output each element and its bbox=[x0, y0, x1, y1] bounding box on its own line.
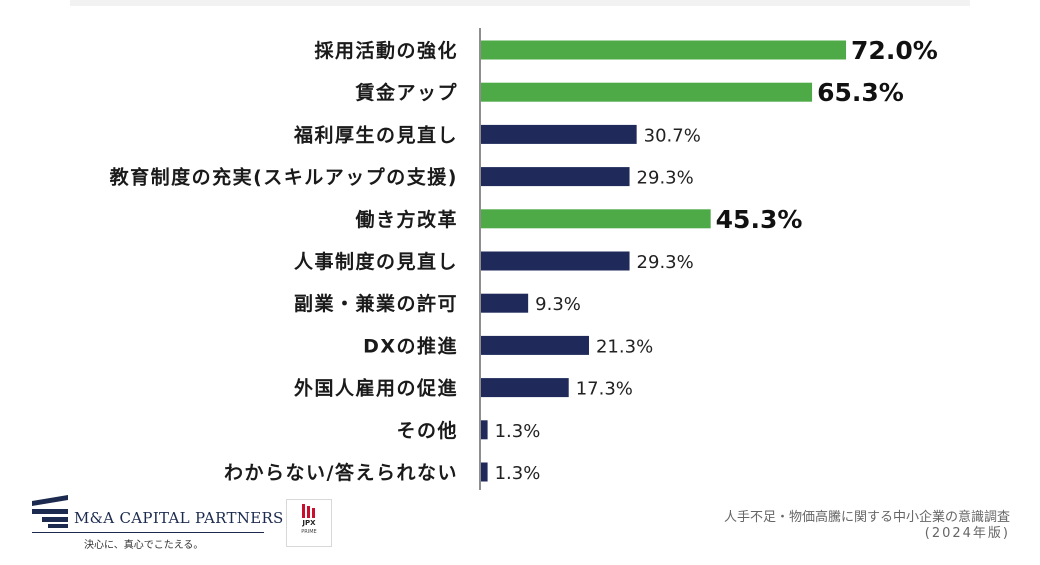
logo-name: M&A CAPITAL PARTNERS bbox=[74, 509, 284, 527]
logo-mark-icon bbox=[32, 495, 68, 528]
category-label: 賃金アップ bbox=[354, 81, 458, 104]
bar-chart: 採用活動の強化 72.0% 賃金アップ 65.3% 福利厚生の見直し 30.7% 教育制度の… bbox=[110, 28, 938, 490]
category-label: 外国人雇用の促進 bbox=[294, 377, 458, 400]
bar bbox=[481, 293, 529, 313]
category-label: 働き方改革 bbox=[354, 208, 458, 231]
category-label: 福利厚生の見直し bbox=[293, 123, 458, 146]
value-label: 29.3% bbox=[637, 168, 694, 189]
bar bbox=[481, 462, 488, 482]
value-label: 30.7% bbox=[644, 125, 701, 146]
value-label: 72.0% bbox=[851, 36, 938, 65]
company-logo: M&A CAPITAL PARTNERS 決心に、真心でこたえる。 bbox=[32, 493, 283, 553]
logo-tagline: 決心に、真心でこたえる。 bbox=[84, 540, 204, 551]
bar bbox=[481, 82, 813, 102]
source-year: (2024年版) bbox=[924, 526, 1010, 541]
category-label: 副業・兼業の許可 bbox=[294, 292, 458, 315]
logo-rule bbox=[32, 532, 264, 533]
survey-source: 人手不足・物価高騰に関する中小企業の意識調査 (2024年版) bbox=[724, 510, 1010, 542]
bar bbox=[481, 335, 589, 355]
bar bbox=[481, 124, 637, 144]
value-label: 17.3% bbox=[576, 379, 633, 400]
value-label: 45.3% bbox=[716, 205, 803, 234]
category-label: その他 bbox=[396, 419, 458, 442]
bar bbox=[481, 251, 630, 271]
value-label: 29.3% bbox=[637, 252, 694, 273]
value-label: 9.3% bbox=[535, 294, 581, 315]
category-label: 教育制度の充実(スキルアップの支援) bbox=[110, 166, 458, 189]
source-title: 人手不足・物価高騰に関する中小企業の意識調査 bbox=[723, 510, 1010, 525]
category-label: 人事制度の見直し bbox=[294, 250, 458, 273]
value-label: 1.3% bbox=[495, 463, 541, 484]
value-label: 65.3% bbox=[817, 78, 904, 107]
bar bbox=[481, 209, 711, 229]
jpx-sub: PRIME bbox=[301, 529, 317, 535]
jpx-text: JPX bbox=[302, 519, 316, 527]
bar bbox=[481, 420, 488, 440]
bar bbox=[481, 167, 630, 187]
jpx-mark-icon bbox=[302, 504, 315, 518]
top-divider bbox=[70, 0, 970, 6]
category-label: DXの推進 bbox=[363, 334, 458, 357]
value-label: 21.3% bbox=[596, 336, 653, 357]
category-label: わからない/答えられない bbox=[224, 461, 458, 484]
bar bbox=[481, 378, 569, 398]
category-label: 採用活動の強化 bbox=[314, 39, 458, 62]
value-label: 1.3% bbox=[495, 421, 541, 442]
bar bbox=[481, 40, 847, 60]
jpx-prime-badge: JPX PRIME bbox=[286, 499, 332, 547]
